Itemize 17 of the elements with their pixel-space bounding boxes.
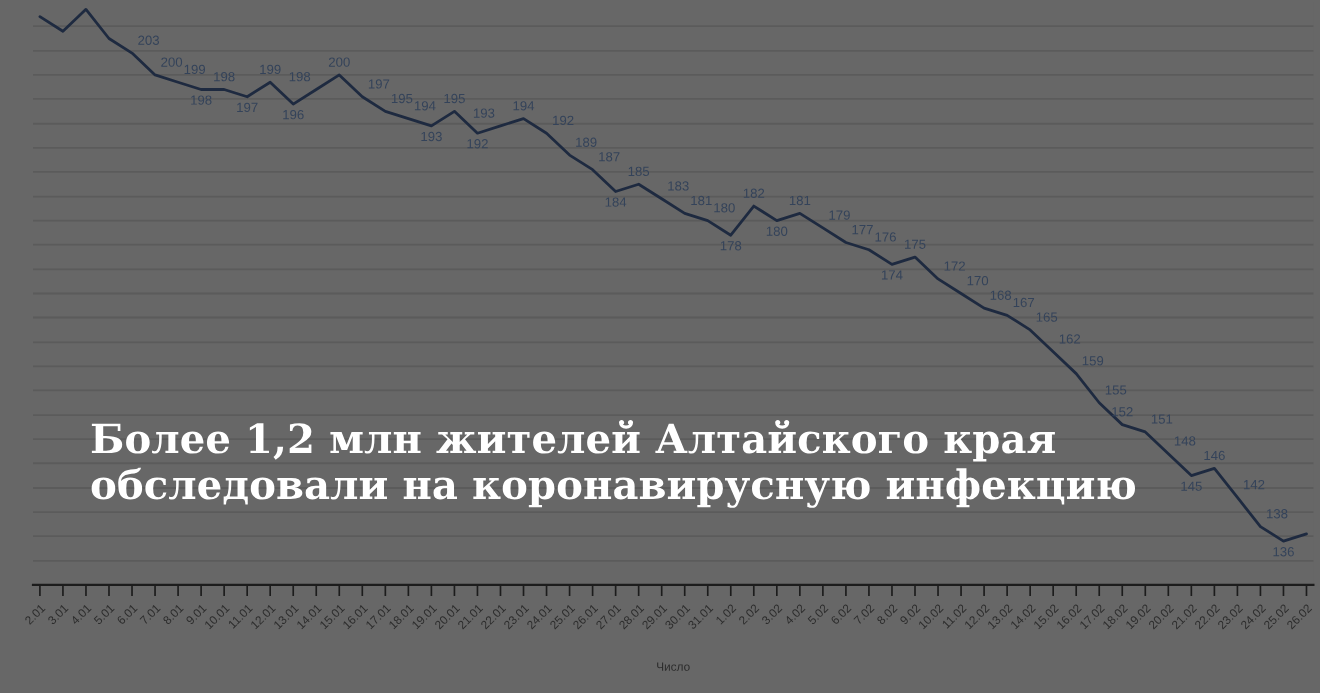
x-tick-label: 7.02 [853, 603, 875, 625]
x-tick-label: 5.02 [807, 603, 829, 625]
x-tick-label: 5.01 [93, 603, 115, 625]
x-tick-label: 8.02 [876, 603, 898, 625]
x-tick-label: 4.02 [784, 603, 806, 626]
x-tick-label: 9.02 [899, 603, 921, 625]
text: Более 1,2 млн жителей Алтайского края обследовали на коронавирусную инфекцию [91, 420, 1135, 508]
x-tick-label: 4.01 [70, 603, 92, 626]
x-tick-label: 7.01 [139, 603, 161, 625]
x-tick-label: 9.01 [185, 603, 207, 625]
x-tick-label: 6.02 [830, 603, 852, 625]
x-tick-label: 2.01 [24, 603, 46, 625]
x-axis-title: Число [657, 662, 690, 671]
x-tick-label: 3.02 [761, 603, 783, 626]
x-tick-label: 3.01 [47, 603, 69, 626]
x-tick-label: 6.01 [116, 603, 138, 625]
x-tick-label: 8.01 [162, 603, 184, 625]
